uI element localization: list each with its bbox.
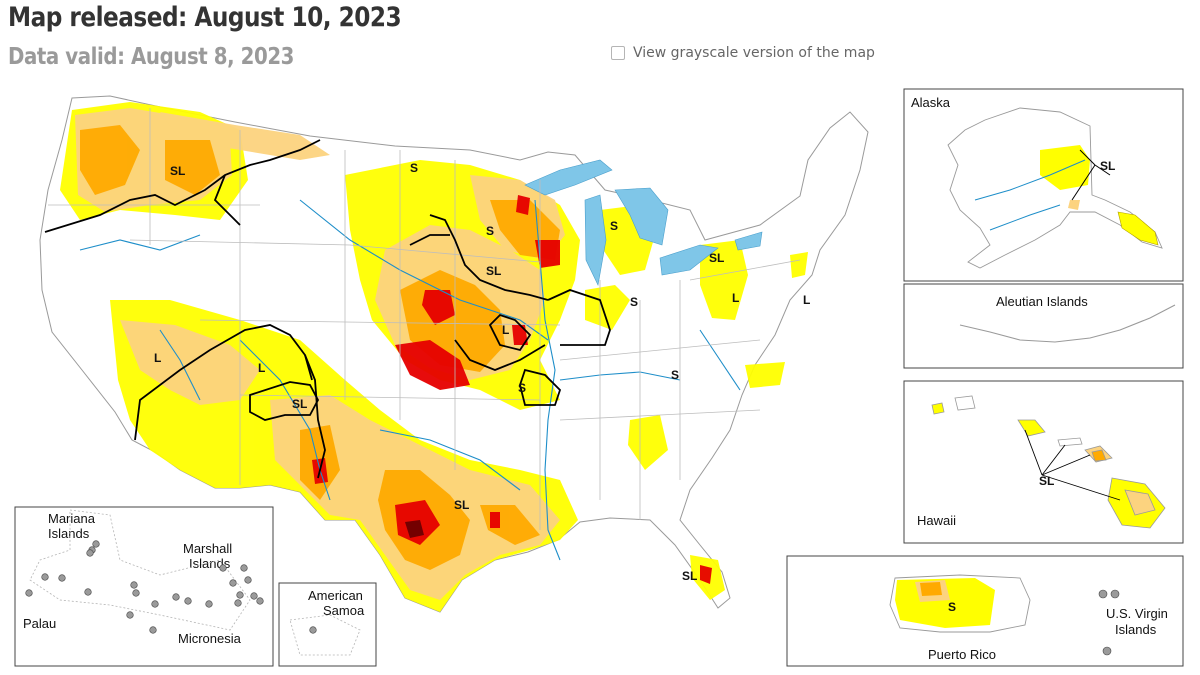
impact-label: S bbox=[610, 219, 618, 233]
impact-label: L bbox=[258, 361, 265, 375]
alaska-d0-panhandle bbox=[1117, 211, 1159, 246]
alaska-shape bbox=[947, 107, 1163, 269]
puerto-rico-label: Puerto Rico bbox=[928, 647, 996, 662]
puerto-rico-inset: Puerto Rico S U.S. Virgin Islands bbox=[786, 555, 1184, 667]
impact-label: L bbox=[154, 351, 161, 365]
impact-label: SL bbox=[454, 498, 469, 512]
impact-label: L bbox=[502, 323, 509, 337]
grayscale-toggle[interactable]: View grayscale version of the map bbox=[611, 43, 875, 63]
samoa-island-dot bbox=[309, 626, 317, 634]
hawaii-impact-lines bbox=[1024, 429, 1121, 501]
drought-d3-areas bbox=[312, 195, 712, 584]
impact-label: S bbox=[410, 161, 418, 175]
american-samoa-label-2: Samoa bbox=[323, 603, 365, 618]
pacific-boundary bbox=[29, 509, 251, 631]
impact-label: L bbox=[732, 291, 739, 305]
virgin-islands-label-1: U.S. Virgin bbox=[1106, 606, 1168, 621]
great-lakes bbox=[524, 159, 763, 286]
alaska-inset: Alaska SL bbox=[903, 88, 1184, 282]
impact-label: L bbox=[803, 293, 810, 307]
rivers bbox=[79, 199, 741, 561]
palau-label: Palau bbox=[23, 616, 56, 631]
impact-label: SL bbox=[682, 569, 697, 583]
alaska-label: Alaska bbox=[911, 95, 951, 110]
pacific-islands-inset: Mariana Islands Marshall Islands Palau M… bbox=[14, 506, 274, 667]
marshall-label-1: Marshall bbox=[183, 541, 232, 556]
impact-label: SL bbox=[292, 397, 307, 411]
impact-label: SL bbox=[1039, 474, 1054, 488]
alaska-d0 bbox=[1040, 145, 1090, 190]
data-valid-date: Data valid: August 8, 2023 bbox=[8, 44, 295, 70]
impact-label: SL bbox=[1100, 159, 1115, 173]
aleutian-inset: Aleutian Islands bbox=[903, 283, 1184, 369]
samoa-boundary bbox=[289, 614, 361, 656]
puerto-rico-d2 bbox=[920, 582, 942, 596]
impact-label: SL bbox=[709, 251, 724, 265]
hawaii-inset: Hawaii SL bbox=[903, 380, 1184, 544]
map-released-title: Map released: August 10, 2023 bbox=[8, 2, 402, 33]
impact-label: S bbox=[671, 368, 679, 382]
grayscale-toggle-label: View grayscale version of the map bbox=[633, 45, 875, 61]
impact-lines bbox=[44, 139, 611, 479]
aleutian-chain bbox=[959, 304, 1176, 343]
alaska-rivers bbox=[974, 159, 1086, 231]
alaska-d1 bbox=[1068, 200, 1080, 210]
hawaii-label: Hawaii bbox=[917, 513, 956, 528]
impact-labels: SL S S SL L S S SL L L S S L L SL SL SL bbox=[154, 161, 810, 583]
drought-d4-areas bbox=[405, 520, 424, 538]
pacific-islands-dots bbox=[25, 540, 264, 634]
conus-map: SL S S SL L S S SL L L S S L L SL SL SL bbox=[39, 95, 869, 613]
impact-label: S bbox=[948, 600, 956, 614]
impact-label: S bbox=[486, 224, 494, 238]
impact-label: S bbox=[518, 381, 526, 395]
grayscale-checkbox[interactable] bbox=[611, 46, 625, 60]
hawaii-islands bbox=[931, 395, 1166, 529]
aleutian-label: Aleutian Islands bbox=[996, 294, 1088, 309]
impact-label: S bbox=[630, 295, 638, 309]
impact-label: SL bbox=[170, 164, 185, 178]
american-samoa-inset: American Samoa bbox=[278, 582, 377, 667]
state-borders bbox=[48, 108, 801, 530]
micronesia-label: Micronesia bbox=[178, 631, 242, 646]
impact-label: SL bbox=[486, 264, 501, 278]
american-samoa-label-1: American bbox=[308, 588, 363, 603]
mariana-label-2: Islands bbox=[48, 526, 90, 541]
virgin-islands-label-2: Islands bbox=[1115, 622, 1157, 637]
mariana-label-1: Mariana bbox=[48, 511, 96, 526]
